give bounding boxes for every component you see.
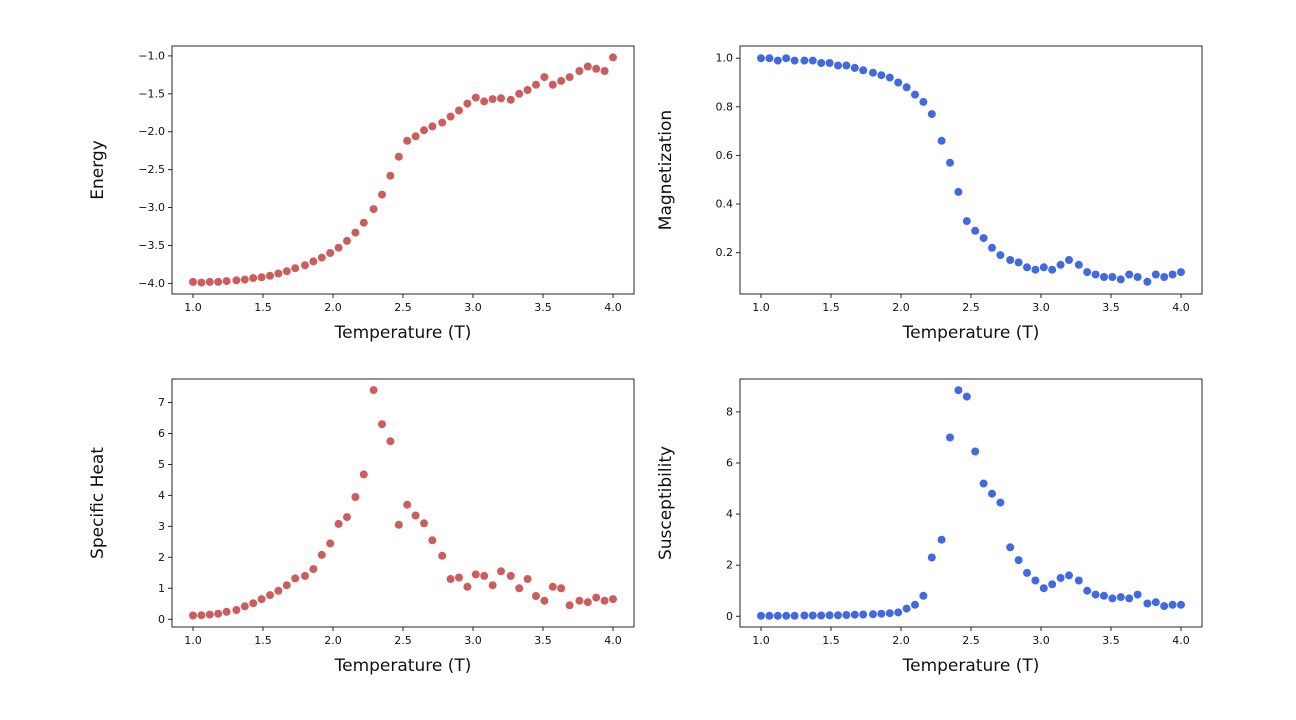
svg-text:0.2: 0.2 (716, 246, 734, 259)
svg-text:2.0: 2.0 (324, 301, 342, 314)
magnetization-scatter-canvas: 1.0 1.5 2.0 2.5 3.0 3.5 4.0 0.2 0.4 0.6 0.8 1.0 (716, 45, 1203, 314)
svg-text:2: 2 (158, 551, 165, 564)
svg-text:−4.0: −4.0 (138, 277, 165, 290)
svg-text:3.0: 3.0 (1032, 301, 1050, 314)
svg-text:2.5: 2.5 (394, 634, 412, 647)
svg-text:−2.5: −2.5 (138, 163, 165, 176)
magnetization-y-axis-label: Magnetization (656, 109, 676, 231)
svg-text:2.0: 2.0 (892, 634, 910, 647)
svg-text:4: 4 (158, 489, 165, 502)
svg-text:1.0: 1.0 (752, 634, 770, 647)
subplot-energy: Energy 1.0 1.5 2.0 2.5 3.0 3.5 4.0 −4.0 −3.5 −3.0… (84, 36, 644, 351)
svg-text:4.0: 4.0 (604, 301, 622, 314)
magnetization-x-axis-label: Temperature (T) (902, 323, 1040, 343)
svg-text:6: 6 (158, 427, 165, 440)
svg-text:3.5: 3.5 (534, 301, 552, 314)
svg-text:5: 5 (158, 458, 165, 471)
susceptibility-y-axis-label: Susceptibility (656, 445, 676, 561)
svg-text:3.0: 3.0 (1032, 634, 1050, 647)
svg-text:1.0: 1.0 (752, 301, 770, 314)
svg-text:7: 7 (158, 396, 165, 409)
svg-text:4: 4 (726, 508, 733, 521)
svg-text:2.0: 2.0 (892, 301, 910, 314)
svg-text:−2.0: −2.0 (138, 125, 165, 138)
svg-text:1: 1 (158, 582, 165, 595)
svg-text:2.5: 2.5 (394, 301, 412, 314)
svg-text:4.0: 4.0 (1172, 634, 1190, 647)
svg-text:1.5: 1.5 (822, 634, 840, 647)
svg-text:1.5: 1.5 (254, 301, 272, 314)
svg-text:1.0: 1.0 (184, 634, 202, 647)
svg-text:0.8: 0.8 (716, 100, 734, 113)
svg-text:3.5: 3.5 (1102, 301, 1120, 314)
specific-heat-y-axis-label: Specific Heat (88, 447, 108, 559)
energy-scatter-canvas: 1.0 1.5 2.0 2.5 3.0 3.5 4.0 −4.0 −3.5 −3.0 −2.5 −2.… (138, 45, 635, 314)
svg-text:0.4: 0.4 (716, 198, 734, 211)
svg-text:1.5: 1.5 (254, 634, 272, 647)
svg-text:3.0: 3.0 (464, 301, 482, 314)
energy-x-axis-label: Temperature (T) (334, 323, 472, 343)
subplot-magnetization: Magnetization 1.0 1.5 2.0 2.5 3.0 3.5 4.0 0.2 0.… (652, 36, 1212, 351)
specific-heat-x-axis-label: Temperature (T) (334, 656, 472, 676)
svg-text:8: 8 (726, 405, 733, 418)
subplot-specific-heat: Specific Heat 1.0 1.5 2.0 2.5 3.0 3.5 4.0 0 1 2 3 4… (84, 369, 644, 684)
svg-text:2: 2 (726, 559, 733, 572)
svg-text:1.0: 1.0 (184, 301, 202, 314)
svg-text:1.0: 1.0 (716, 52, 734, 65)
svg-text:6: 6 (726, 457, 733, 470)
specific-heat-scatter-canvas: 1.0 1.5 2.0 2.5 3.0 3.5 4.0 0 1 2 3 4 5 6 7 (158, 378, 635, 647)
svg-text:3: 3 (158, 520, 165, 533)
subplot-susceptibility: Susceptibility 1.0 1.5 2.0 2.5 3.0 3.5 4.0 0 2 4 6… (652, 369, 1212, 684)
svg-text:3.0: 3.0 (464, 634, 482, 647)
svg-text:0: 0 (158, 613, 165, 626)
susceptibility-x-axis-label: Temperature (T) (902, 656, 1040, 676)
svg-text:−1.0: −1.0 (138, 49, 165, 62)
svg-text:4.0: 4.0 (604, 634, 622, 647)
svg-text:4.0: 4.0 (1172, 301, 1190, 314)
svg-text:2.0: 2.0 (324, 634, 342, 647)
svg-text:3.5: 3.5 (1102, 634, 1120, 647)
susceptibility-scatter-canvas: 1.0 1.5 2.0 2.5 3.0 3.5 4.0 0 2 4 6 8 (726, 378, 1203, 647)
svg-text:−1.5: −1.5 (138, 87, 165, 100)
svg-text:−3.0: −3.0 (138, 201, 165, 214)
svg-text:0: 0 (726, 610, 733, 623)
svg-text:1.5: 1.5 (822, 301, 840, 314)
svg-text:3.5: 3.5 (534, 634, 552, 647)
svg-text:0.6: 0.6 (716, 149, 734, 162)
svg-text:2.5: 2.5 (962, 634, 980, 647)
svg-text:−3.5: −3.5 (138, 239, 165, 252)
svg-text:2.5: 2.5 (962, 301, 980, 314)
energy-y-axis-label: Energy (88, 140, 108, 200)
